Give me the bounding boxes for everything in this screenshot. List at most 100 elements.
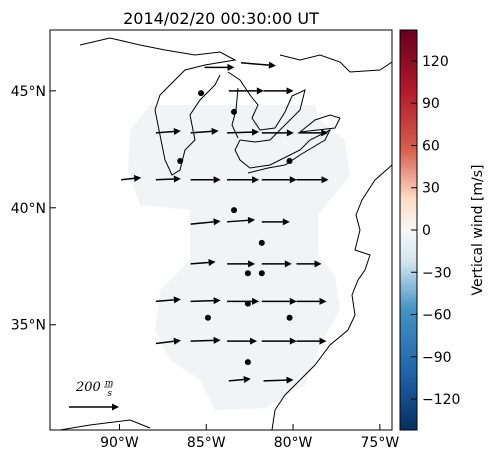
wind-vector xyxy=(190,176,221,184)
colorbar-tick-label: 60 xyxy=(422,138,440,154)
wind-vector xyxy=(227,216,256,224)
arrow-head xyxy=(213,336,221,344)
arrow-head xyxy=(284,260,292,268)
wind-vector xyxy=(296,297,327,305)
arrow-shaft xyxy=(155,340,175,345)
arrow-head xyxy=(213,218,221,226)
colorbar-tick-label: 0 xyxy=(422,223,431,239)
arrow-head xyxy=(321,129,329,137)
arrow-head xyxy=(211,127,219,135)
wind-vector xyxy=(190,258,216,266)
x-tick-label: 75°W xyxy=(361,435,400,451)
arrow-head xyxy=(248,260,256,268)
arrow-shaft xyxy=(190,130,212,134)
wind-vector xyxy=(155,296,181,304)
plot-frame xyxy=(49,29,393,431)
station-dot xyxy=(231,108,238,115)
arrow-head xyxy=(319,337,327,345)
station-dot xyxy=(204,314,211,321)
arrow-head xyxy=(256,87,264,95)
arrow-head xyxy=(243,376,251,383)
wind-vector xyxy=(261,297,297,305)
colorbar-tick-label: 120 xyxy=(422,54,449,70)
arrow-head xyxy=(314,260,322,268)
arrow-shaft xyxy=(155,299,174,303)
arrow-head xyxy=(289,176,297,184)
map-layer xyxy=(59,37,392,430)
arrow-shaft xyxy=(227,131,253,134)
arrow-head xyxy=(251,128,260,136)
coastlines xyxy=(59,37,392,430)
arrow-head xyxy=(252,176,260,184)
arrow-head xyxy=(286,87,294,95)
colorbar-tick-label: 30 xyxy=(422,181,440,197)
y-tick-label: 45°N xyxy=(11,84,46,100)
arrow-shaft xyxy=(121,177,135,181)
wind-vector xyxy=(228,87,264,95)
colorbar-label: Vertical wind [m/s] xyxy=(470,165,486,296)
wind-vector xyxy=(121,174,142,182)
wind-vector xyxy=(240,61,276,69)
station-dot xyxy=(198,90,205,97)
coverage-region xyxy=(128,105,350,410)
wind-vector xyxy=(228,376,251,383)
arrow-head xyxy=(227,63,235,71)
arrow-shaft xyxy=(240,62,270,66)
colorbar-tick-label: −120 xyxy=(422,392,460,408)
arrow-head xyxy=(213,297,221,305)
arrow-head xyxy=(250,337,258,345)
wind-vector xyxy=(261,129,294,137)
arrow-head xyxy=(208,258,216,266)
arrow-head xyxy=(247,216,256,224)
colorbar-tick-label: −30 xyxy=(422,265,452,281)
y-tick-label: 40°N xyxy=(11,201,46,217)
arrow-head xyxy=(289,337,297,345)
wind-vector xyxy=(190,218,221,226)
station-dot xyxy=(244,300,251,307)
arrow-head xyxy=(319,297,327,305)
station-dot xyxy=(177,157,184,164)
wind-vector xyxy=(298,129,329,137)
wind-vector xyxy=(261,260,292,268)
station-dot xyxy=(258,270,265,277)
scale-arrow xyxy=(69,403,119,411)
arrow-shaft xyxy=(190,261,209,265)
arrow-head xyxy=(173,337,181,345)
arrow-head xyxy=(173,296,181,304)
wind-vector xyxy=(296,337,327,345)
wind-vector xyxy=(263,87,294,95)
scale-value: 200 xyxy=(75,380,101,395)
station-dot xyxy=(231,207,238,214)
arrow-head xyxy=(286,129,294,137)
arrow-shaft xyxy=(227,219,249,223)
wind-vector xyxy=(296,176,329,184)
station-dot xyxy=(286,314,293,321)
scale-label: 200 m s xyxy=(75,379,113,399)
arrow-shaft xyxy=(190,221,214,225)
arrow-head xyxy=(282,218,290,226)
x-tick-label: 80°W xyxy=(274,435,313,451)
arrow-shaft xyxy=(190,299,214,303)
y-tick-label: 35°N xyxy=(11,318,46,334)
wind-vector xyxy=(155,175,181,183)
station-dot xyxy=(258,239,265,246)
wind-vector xyxy=(227,176,260,184)
arrow-head xyxy=(133,174,142,182)
x-tick-label: 90°W xyxy=(100,435,139,451)
wind-vector xyxy=(190,127,219,135)
colorbar-tick-label: −90 xyxy=(422,350,452,366)
wind-vector xyxy=(261,218,290,226)
station-dot xyxy=(286,157,293,164)
arrow-shaft xyxy=(263,379,287,382)
arrow-head xyxy=(213,176,221,184)
scale-unit-denominator: s xyxy=(107,389,112,399)
colorbar-tick-label: −60 xyxy=(422,308,452,324)
station-dot xyxy=(244,270,251,277)
wind-vector xyxy=(204,63,235,71)
x-tick-label: 85°W xyxy=(187,435,226,451)
wind-vector xyxy=(261,337,297,345)
wind-vector xyxy=(263,376,294,384)
arrow-shaft xyxy=(155,130,174,134)
arrow-head xyxy=(173,127,181,135)
